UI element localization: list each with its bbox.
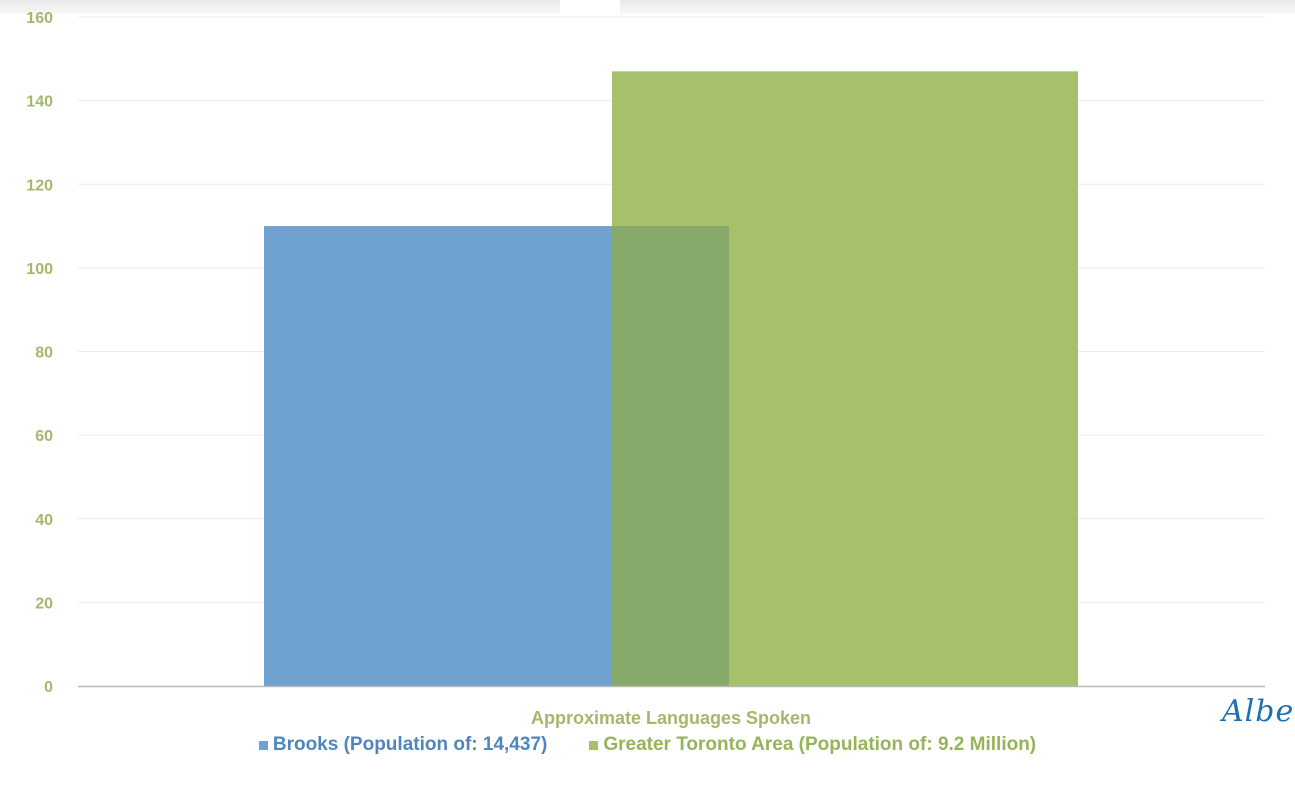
bars — [264, 71, 1078, 686]
y-tick-label-0: 0 — [44, 679, 53, 696]
top-border-strip — [0, 0, 1295, 14]
y-tick-label-100: 100 — [26, 261, 53, 278]
legend: Brooks (Population of: 14,437) Greater T… — [0, 731, 1295, 759]
y-tick-label-60: 60 — [35, 428, 53, 445]
alberta-logo-watermark: Alber — [1222, 694, 1295, 729]
y-tick-label-160: 160 — [26, 10, 53, 27]
y-tick-label-80: 80 — [35, 345, 53, 362]
legend-label-brooks: Brooks (Population of: 14,437) — [272, 734, 548, 755]
bar-overlap — [612, 226, 729, 686]
top-border-gap — [560, 0, 620, 14]
legend-item-toronto: Greater Toronto Area (Population of: 9.2… — [589, 734, 1036, 756]
legend-item-brooks: Brooks (Population of: 14,437) — [258, 734, 548, 756]
legend-swatch-brooks — [258, 740, 268, 750]
x-category-label: Approximate Languages Spoken — [531, 708, 811, 728]
y-tick-label-140: 140 — [26, 94, 53, 111]
y-tick-label-20: 20 — [35, 595, 53, 612]
y-axis-ticks: 0 20 40 60 80 100 120 140 160 — [26, 10, 53, 696]
y-tick-label-40: 40 — [35, 512, 53, 529]
legend-label-toronto: Greater Toronto Area (Population of: 9.2… — [603, 734, 1037, 755]
y-tick-label-120: 120 — [26, 177, 53, 194]
legend-swatch-toronto — [589, 740, 599, 750]
